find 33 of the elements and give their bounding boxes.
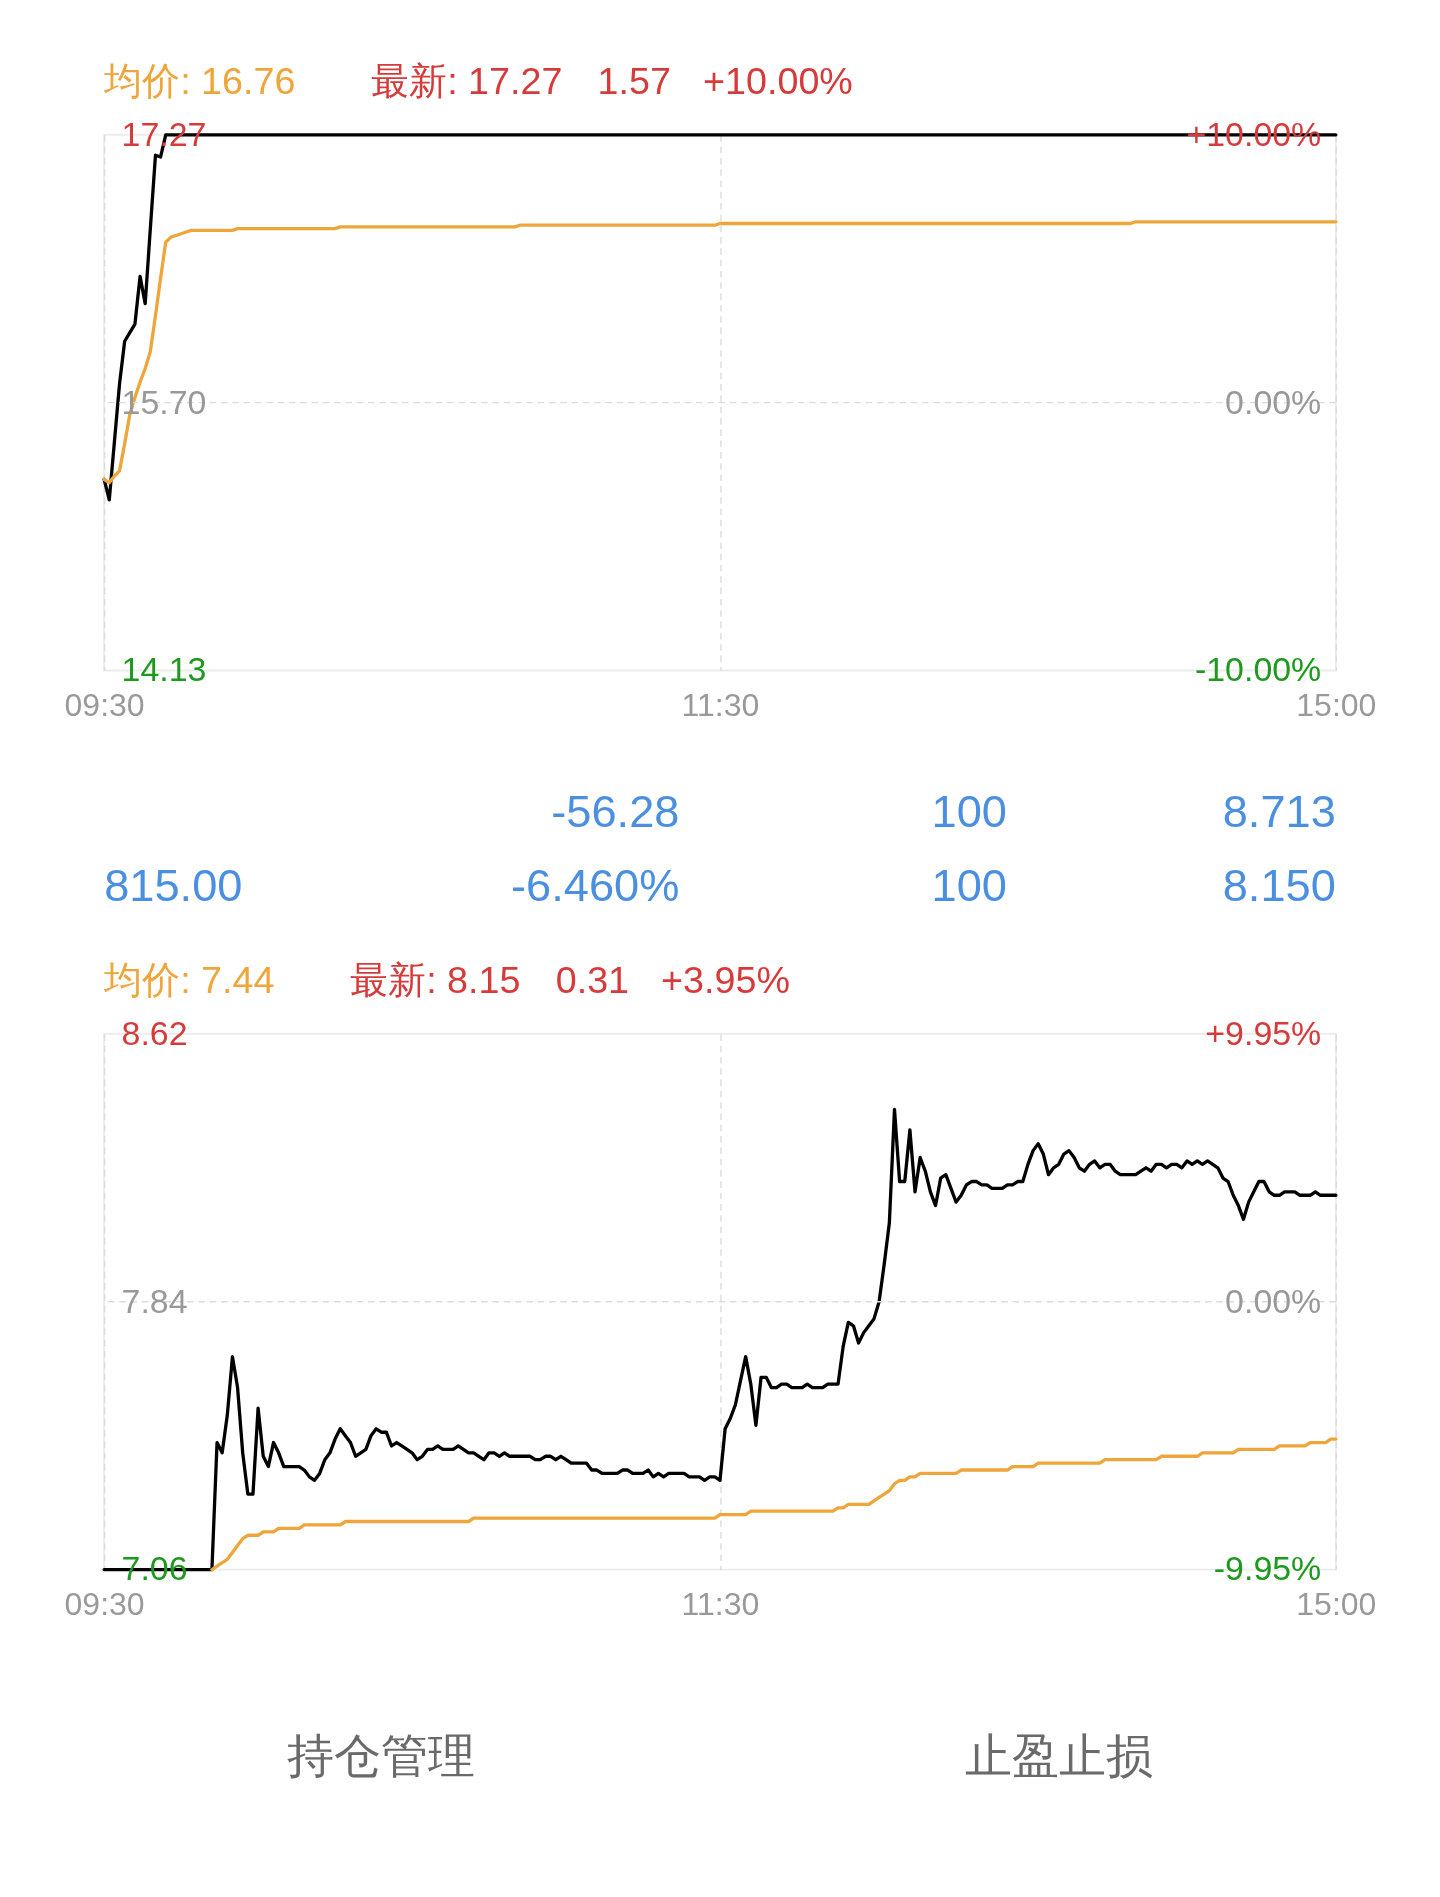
x-tick-label: 11:30 (681, 1586, 760, 1623)
x-tick-label: 09:30 (64, 687, 145, 724)
y2-tick-label: +9.95% (1205, 1013, 1322, 1052)
text: 持仓管理 (286, 1729, 475, 1783)
y-tick-label: 17.27 (121, 114, 207, 153)
text: 0.31 (555, 959, 630, 1002)
text: 815.00 (104, 859, 243, 911)
y-tick-label: 14.13 (121, 650, 207, 689)
text: +10.00% (703, 60, 853, 103)
x-tick-label: 09:30 (64, 1586, 145, 1623)
text: -56.28 (551, 785, 680, 837)
text: 8.150 (1222, 859, 1336, 911)
text: 最新: 17.27 (371, 60, 563, 103)
y-tick-label: 7.84 (121, 1281, 188, 1320)
y-tick-label: 8.62 (121, 1013, 188, 1052)
text: 最新: 8.15 (350, 959, 521, 1002)
text: 100 (931, 785, 1007, 837)
x-tick-label: 15:00 (1296, 687, 1377, 724)
text: -6.460% (511, 859, 680, 911)
y2-tick-label: 0.00% (1225, 382, 1322, 421)
text: 均价: 16.76 (103, 60, 296, 103)
x-tick-label: 11:30 (681, 687, 760, 724)
text: +3.95% (661, 959, 790, 1002)
text: 8.713 (1222, 785, 1336, 837)
x-tick-label: 15:00 (1296, 1586, 1377, 1623)
y2-tick-label: 0.00% (1225, 1281, 1322, 1320)
y2-tick-label: -10.00% (1194, 650, 1322, 689)
text: 止盈止损 (965, 1729, 1154, 1783)
y2-tick-label: -9.95% (1213, 1549, 1322, 1588)
text: 1.57 (597, 60, 671, 103)
line-series (102, 220, 1338, 485)
text: 100 (931, 859, 1007, 911)
text: 均价: 7.44 (103, 959, 275, 1002)
